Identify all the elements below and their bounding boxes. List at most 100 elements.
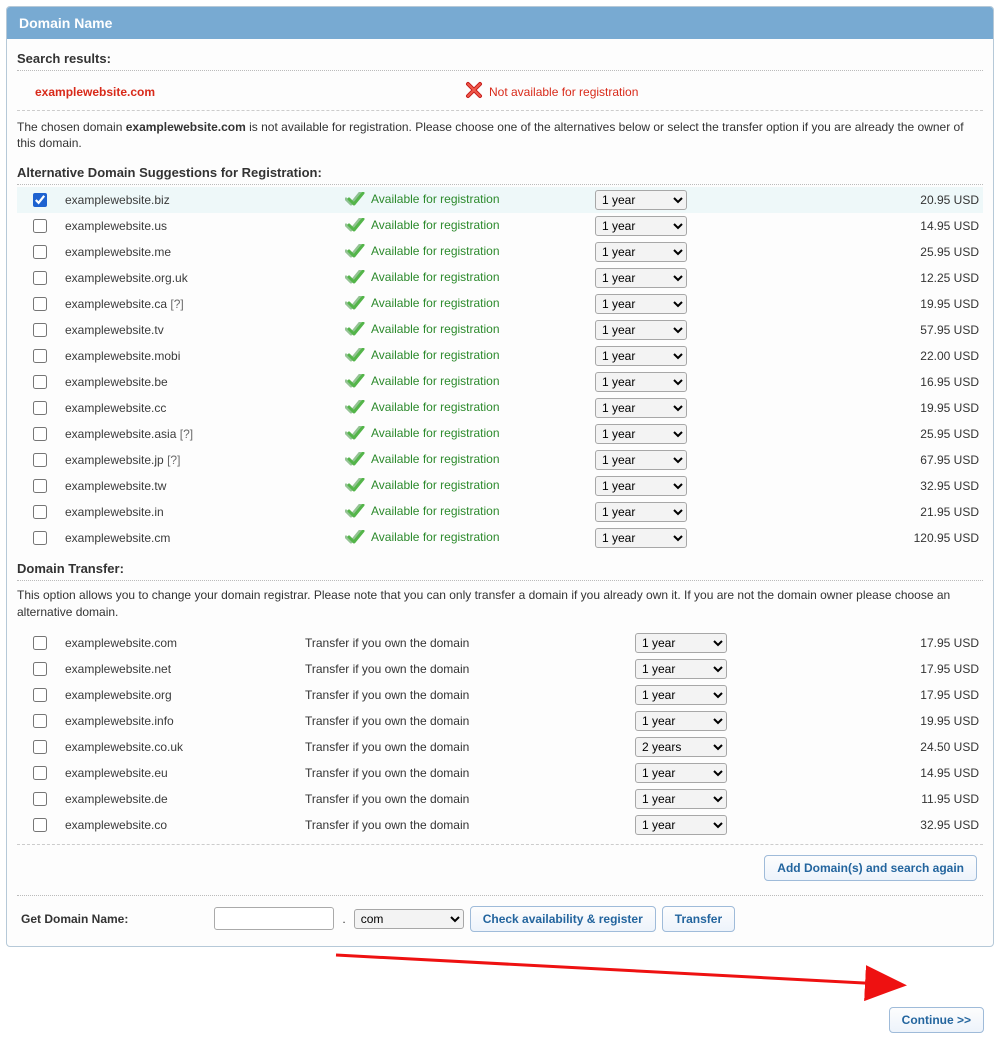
transfer-price: 17.95 USD (920, 636, 979, 650)
transfer-checkbox[interactable] (33, 636, 47, 650)
alt-checkbox[interactable] (33, 245, 47, 259)
alt-price: 19.95 USD (920, 297, 979, 311)
transfer-status: Transfer if you own the domain (305, 792, 469, 806)
transfer-term-select[interactable]: 1 year (635, 711, 727, 731)
transfer-button[interactable]: Transfer (662, 906, 735, 932)
alt-term-select[interactable]: 1 year (595, 242, 687, 262)
alt-row: examplewebsite.asia [?]Available for reg… (17, 421, 983, 447)
alt-row: examplewebsite.jp [?]Available for regis… (17, 447, 983, 473)
transfer-term-select[interactable]: 1 year (635, 685, 727, 705)
transfer-price: 19.95 USD (920, 714, 979, 728)
available-status: Available for registration (345, 374, 500, 388)
alt-domain: examplewebsite.ca (65, 297, 167, 311)
alt-checkbox[interactable] (33, 531, 47, 545)
alt-row: examplewebsite.meAvailable for registrat… (17, 239, 983, 265)
transfer-checkbox[interactable] (33, 688, 47, 702)
transfer-row: examplewebsite.netTransfer if you own th… (17, 656, 983, 682)
tld-select[interactable]: com (354, 909, 464, 929)
available-status: Available for registration (345, 322, 500, 336)
alt-checkbox[interactable] (33, 297, 47, 311)
alt-price: 16.95 USD (920, 375, 979, 389)
transfer-checkbox[interactable] (33, 740, 47, 754)
available-status: Available for registration (345, 452, 500, 466)
explain-pre: The chosen domain (17, 120, 126, 134)
transfer-term-select[interactable]: 1 year (635, 815, 727, 835)
available-status: Available for registration (345, 192, 500, 206)
alt-checkbox[interactable] (33, 219, 47, 233)
alt-price: 25.95 USD (920, 245, 979, 259)
transfer-status: Transfer if you own the domain (305, 740, 469, 754)
transfer-term-select[interactable]: 1 year (635, 763, 727, 783)
panel-body: Search results: examplewebsite.com Not a… (7, 39, 993, 946)
hint-icon[interactable]: [?] (170, 297, 183, 311)
transfer-row: examplewebsite.euTransfer if you own the… (17, 760, 983, 786)
alt-term-select[interactable]: 1 year (595, 424, 687, 444)
add-search-again-button[interactable]: Add Domain(s) and search again (764, 855, 977, 881)
transfer-row: examplewebsite.infoTransfer if you own t… (17, 708, 983, 734)
available-status: Available for registration (345, 348, 500, 362)
hint-icon[interactable]: [?] (180, 427, 193, 441)
domain-input[interactable] (214, 907, 334, 930)
alt-row: examplewebsite.bizAvailable for registra… (17, 187, 983, 213)
panel-title: Domain Name (7, 7, 993, 39)
alt-checkbox[interactable] (33, 479, 47, 493)
alt-term-select[interactable]: 1 year (595, 346, 687, 366)
transfer-checkbox[interactable] (33, 818, 47, 832)
alt-term-select[interactable]: 1 year (595, 528, 687, 548)
transfer-checkbox[interactable] (33, 766, 47, 780)
transfer-term-select[interactable]: 1 year (635, 659, 727, 679)
transfer-checkbox[interactable] (33, 662, 47, 676)
transfer-status: Transfer if you own the domain (305, 636, 469, 650)
alt-checkbox[interactable] (33, 193, 47, 207)
alt-term-select[interactable]: 1 year (595, 320, 687, 340)
transfer-term-select[interactable]: 2 years (635, 737, 727, 757)
alt-term-select[interactable]: 1 year (595, 502, 687, 522)
transfer-checkbox[interactable] (33, 714, 47, 728)
alt-domain: examplewebsite.be (65, 375, 168, 389)
search-results-label: Search results: (17, 45, 983, 71)
alt-checkbox[interactable] (33, 505, 47, 519)
transfer-domain: examplewebsite.de (65, 792, 168, 806)
alt-checkbox[interactable] (33, 349, 47, 363)
alt-checkbox[interactable] (33, 453, 47, 467)
alt-checkbox[interactable] (33, 375, 47, 389)
divider (17, 184, 983, 185)
alt-term-select[interactable]: 1 year (595, 476, 687, 496)
alt-row: examplewebsite.cmAvailable for registrat… (17, 525, 983, 551)
transfer-note: This option allows you to change your do… (17, 587, 983, 619)
alt-term-select[interactable]: 1 year (595, 190, 687, 210)
alt-row: examplewebsite.inAvailable for registrat… (17, 499, 983, 525)
alt-term-select[interactable]: 1 year (595, 450, 687, 470)
alt-domain: examplewebsite.tw (65, 479, 166, 493)
annotation-arrow (6, 947, 994, 1003)
alt-domain: examplewebsite.us (65, 219, 167, 233)
hint-icon[interactable]: [?] (167, 453, 180, 467)
transfer-price: 32.95 USD (920, 818, 979, 832)
transfer-term-select[interactable]: 1 year (635, 633, 727, 653)
alt-price: 19.95 USD (920, 401, 979, 415)
alt-checkbox[interactable] (33, 427, 47, 441)
divider (17, 580, 983, 581)
alt-checkbox[interactable] (33, 271, 47, 285)
alt-checkbox[interactable] (33, 401, 47, 415)
alt-row: examplewebsite.ca [?]Available for regis… (17, 291, 983, 317)
alt-term-select[interactable]: 1 year (595, 216, 687, 236)
alt-checkbox[interactable] (33, 323, 47, 337)
transfer-domain: examplewebsite.co.uk (65, 740, 183, 754)
available-status: Available for registration (345, 218, 500, 232)
transfer-checkbox[interactable] (33, 792, 47, 806)
transfer-status: Transfer if you own the domain (305, 714, 469, 728)
alt-term-select[interactable]: 1 year (595, 398, 687, 418)
alt-term-select[interactable]: 1 year (595, 372, 687, 392)
alt-price: 21.95 USD (920, 505, 979, 519)
alt-term-select[interactable]: 1 year (595, 268, 687, 288)
dot-separator: . (342, 912, 345, 926)
transfer-row: examplewebsite.coTransfer if you own the… (17, 812, 983, 838)
check-availability-button[interactable]: Check availability & register (470, 906, 656, 932)
transfer-term-select[interactable]: 1 year (635, 789, 727, 809)
alt-domain: examplewebsite.tv (65, 323, 164, 337)
alt-domain: examplewebsite.org.uk (65, 271, 188, 285)
alt-row: examplewebsite.tv Available for registrat… (17, 317, 983, 343)
alt-term-select[interactable]: 1 year (595, 294, 687, 314)
continue-button[interactable]: Continue >> (889, 1007, 984, 1033)
